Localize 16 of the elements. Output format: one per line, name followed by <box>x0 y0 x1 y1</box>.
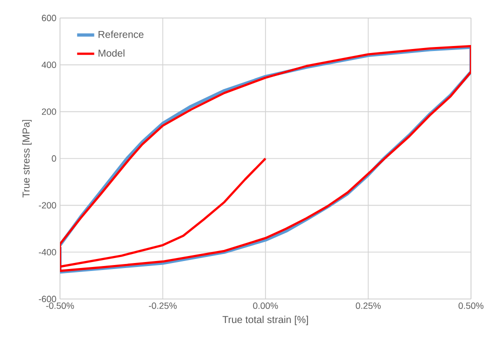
x-tick-label: -0.25% <box>148 302 177 309</box>
y-axis-title: True stress [MPa] <box>22 120 32 198</box>
legend-label: Model <box>98 49 124 57</box>
y-tick-label: 0 <box>52 155 56 162</box>
y-tick-label: -200 <box>38 202 56 209</box>
y-tick-label: 400 <box>42 62 56 68</box>
x-tick-label: 0.00% <box>253 302 278 309</box>
y-tick-label: 600 <box>42 14 56 22</box>
x-tick-label: 0.50% <box>458 302 484 309</box>
y-tick-label: -400 <box>38 248 56 256</box>
y-tick-label: -600 <box>38 296 56 302</box>
legend-label: Reference <box>98 30 144 38</box>
x-axis-title: True total strain [%] <box>222 316 308 326</box>
x-tick-label: -0.50% <box>46 302 74 309</box>
y-tick-label: 200 <box>42 108 56 115</box>
x-tick-label: 0.25% <box>356 302 381 309</box>
